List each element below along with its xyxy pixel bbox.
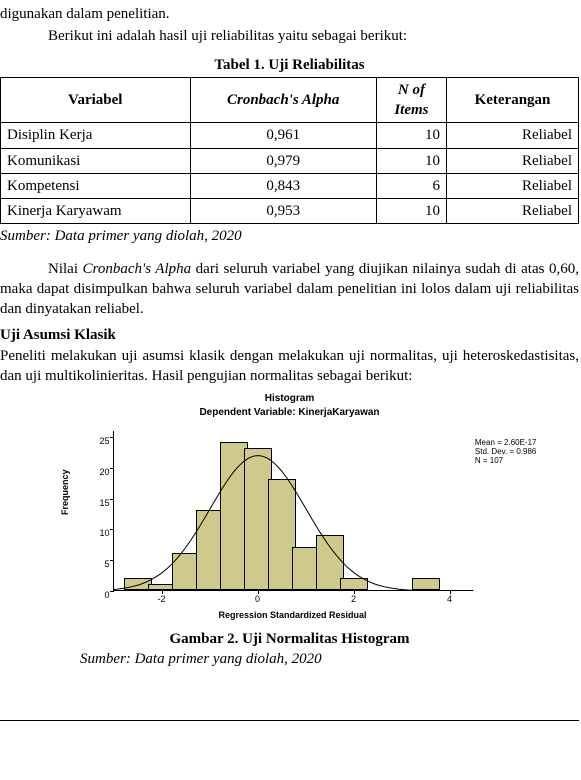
th-cronbach: Cronbach's Alpha [190,77,376,123]
cell-ca: 0,843 [190,173,376,198]
th-keterangan: Keterangan [446,77,578,123]
section-body: Peneliti melakukan uji asumsi klasik den… [0,346,579,387]
normal-curve [114,431,474,591]
cell-ca: 0,961 [190,123,376,148]
cell-ket: Reliabel [446,199,578,224]
table-row: Disiplin Kerja0,96110Reliabel [1,123,579,148]
intro-line-2: Berikut ini adalah hasil uji reliabilita… [0,26,579,46]
cell-ca: 0,953 [190,199,376,224]
chart-stats: Mean = 2.60E-17 Std. Dev. = 0.986 N = 10… [475,439,537,465]
table-1-source: Sumber: Data primer yang diolah, 2020 [0,226,579,246]
table-row: Kompetensi0,8436Reliabel [1,173,579,198]
cell-ni: 10 [376,199,446,224]
chart-x-label: Regression Standardized Residual [113,609,473,621]
footer-divider [0,720,579,721]
footer-text: Program Studi Manajemen – FE UMI 2021 [0,725,579,744]
cell-ket: Reliabel [446,173,578,198]
table-1-title: Tabel 1. Uji Reliabilitas [0,55,579,75]
th-variabel: Variabel [1,77,191,123]
histogram-figure: Histogram Dependent Variable: KinerjaKar… [55,392,525,625]
cell-var: Kompetensi [1,173,191,198]
reliability-table: Variabel Cronbach's Alpha N of Items Ket… [0,77,579,225]
chart-y-label: Frequency [59,469,71,515]
table-row: Komunikasi0,97910Reliabel [1,148,579,173]
table-row: Kinerja Karyawam0,95310Reliabel [1,199,579,224]
section-uji-asumsi-klasik: Uji Asumsi Klasik [0,325,579,345]
intro-line-1: digunakan dalam penelitian. [0,4,579,24]
figure-2-caption: Gambar 2. Uji Normalitas Histogram [0,629,579,649]
figure-2-source: Sumber: Data primer yang diolah, 2020 [80,649,579,669]
cell-var: Disiplin Kerja [1,123,191,148]
cell-var: Komunikasi [1,148,191,173]
chart-supertitle: Histogram [55,392,525,406]
cell-ni: 10 [376,148,446,173]
th-nitems: N of Items [376,77,446,123]
cell-ket: Reliabel [446,148,578,173]
cell-ca: 0,979 [190,148,376,173]
cell-var: Kinerja Karyawam [1,199,191,224]
cell-ni: 6 [376,173,446,198]
cell-ni: 10 [376,123,446,148]
para-cronbach: Nilai Cronbach's Alpha dari seluruh vari… [0,259,579,320]
chart-plot-area: Mean = 2.60E-17 Std. Dev. = 0.986 N = 10… [113,431,473,591]
chart-subtitle: Dependent Variable: KinerjaKaryawan [55,406,525,420]
cell-ket: Reliabel [446,123,578,148]
